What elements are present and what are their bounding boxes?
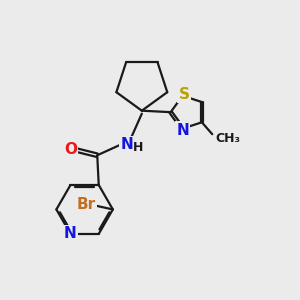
Text: N: N <box>176 123 189 138</box>
Text: S: S <box>178 87 190 102</box>
Text: H: H <box>133 141 143 154</box>
Text: O: O <box>64 142 77 157</box>
Text: N: N <box>121 137 133 152</box>
Text: CH₃: CH₃ <box>215 132 240 145</box>
Text: Br: Br <box>76 197 96 212</box>
Text: N: N <box>64 226 77 242</box>
